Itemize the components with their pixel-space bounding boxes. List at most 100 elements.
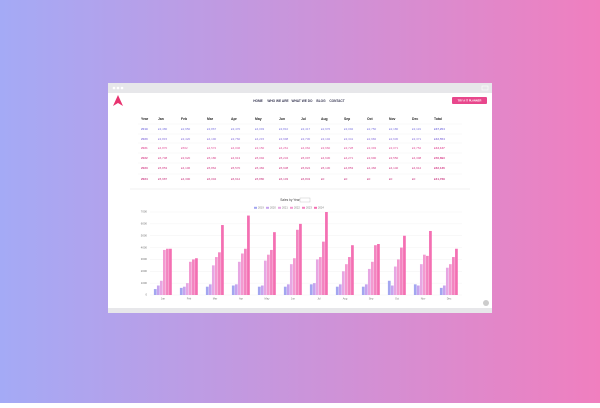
bar xyxy=(192,259,195,295)
table-cell: £3,371 xyxy=(412,137,422,141)
window-dot xyxy=(112,86,116,90)
table-header: Total xyxy=(434,117,442,121)
legend-swatch[interactable] xyxy=(254,206,257,209)
table-cell: £5,234 xyxy=(279,156,289,160)
bottom-bar xyxy=(108,308,492,313)
table-cell: £3,990 xyxy=(367,156,377,160)
table-header: May xyxy=(255,117,262,121)
bar xyxy=(263,260,267,295)
legend-swatch[interactable] xyxy=(314,206,317,209)
bar xyxy=(156,285,160,295)
year-select[interactable] xyxy=(299,197,311,203)
cta-button[interactable] xyxy=(452,97,487,104)
legend-swatch[interactable] xyxy=(266,206,269,209)
table-cell: £2,630 xyxy=(389,137,399,141)
bar xyxy=(169,248,172,295)
bar xyxy=(267,254,270,295)
x-tick-label: Jan xyxy=(161,297,166,301)
table-cell: £6,103 xyxy=(279,177,289,181)
table-cell: £0 xyxy=(412,177,416,181)
logo[interactable] xyxy=(113,95,123,106)
bar xyxy=(374,245,377,295)
table-cell: £4,300 xyxy=(181,177,191,181)
table-cell: £4,466 xyxy=(367,166,377,170)
y-tick-label: 7000 xyxy=(141,210,148,214)
bar xyxy=(335,286,339,295)
bar xyxy=(416,285,420,295)
table-header: Jun xyxy=(279,117,285,121)
table-header: Oct xyxy=(367,117,374,121)
x-tick-label: Jun xyxy=(291,297,296,301)
row-year: 2024 xyxy=(141,177,148,181)
table-header: Aug xyxy=(321,117,328,121)
x-tick-label: Mar xyxy=(213,297,218,301)
bar xyxy=(244,248,247,295)
table-cell: £3,092 xyxy=(344,127,354,131)
menu-icon[interactable] xyxy=(481,85,489,91)
table-cell: £42,554 xyxy=(434,137,445,141)
table-cell: £3,550 xyxy=(389,156,399,160)
table-cell: £62,136 xyxy=(434,166,445,170)
table-cell: £4,140 xyxy=(389,166,399,170)
legend-label[interactable]: 2024 xyxy=(318,206,324,210)
table-cell: £5,938 xyxy=(279,166,289,170)
bar xyxy=(231,285,235,295)
row-year: 2023 xyxy=(141,166,148,170)
table-cell: £3,752 xyxy=(412,146,422,150)
nav-link[interactable]: HOME xyxy=(253,99,263,103)
bar xyxy=(241,253,244,295)
y-tick-label: 5000 xyxy=(141,233,148,237)
bar xyxy=(299,223,302,295)
bar xyxy=(397,259,400,295)
bar xyxy=(159,280,163,295)
y-tick-label: 4000 xyxy=(141,245,148,249)
legend-label[interactable]: 2020 xyxy=(270,206,276,210)
table-cell: £2,950 xyxy=(181,127,191,131)
table-cell: £3,998 xyxy=(279,137,289,141)
bar xyxy=(455,248,458,295)
bar xyxy=(257,286,261,295)
bar xyxy=(234,284,238,295)
row-year: 2020 xyxy=(141,137,148,141)
cta-label[interactable]: TRY A IT PLANNER xyxy=(458,98,482,102)
table-header: Jul xyxy=(301,117,306,121)
table-cell: £37,204 xyxy=(434,127,445,131)
x-tick-label: Aug xyxy=(343,297,348,301)
bar xyxy=(218,252,221,295)
x-tick-label: Feb xyxy=(187,297,192,301)
table-cell: £5,880 xyxy=(255,177,265,181)
bar xyxy=(322,241,325,295)
table-cell: £3,760 xyxy=(231,137,241,141)
bar xyxy=(361,286,365,295)
bar xyxy=(215,257,218,295)
table-cell: £4,261 xyxy=(279,146,289,150)
table-cell: £5,482 xyxy=(255,166,265,170)
legend-label[interactable]: 2019 xyxy=(258,206,264,210)
scroll-button[interactable] xyxy=(483,300,489,306)
legend-label[interactable]: 2021 xyxy=(282,206,288,210)
legend-swatch[interactable] xyxy=(290,206,293,209)
bar xyxy=(247,215,250,295)
y-tick-label: 3000 xyxy=(141,257,148,261)
x-tick-label: Apr xyxy=(239,297,243,301)
table-cell: £5,862 xyxy=(207,166,217,170)
nav-link[interactable]: BLOG xyxy=(316,99,326,103)
nav-link[interactable]: CONTACT xyxy=(329,99,344,103)
bar xyxy=(189,261,192,295)
legend-label[interactable]: 2022 xyxy=(294,206,300,210)
bar xyxy=(445,267,449,295)
bar xyxy=(426,255,429,295)
bar xyxy=(286,284,290,295)
table-cell: £5,130 xyxy=(321,166,331,170)
nav-link[interactable]: WHO WE ARE xyxy=(267,99,288,103)
table-header: Year xyxy=(141,117,149,121)
legend-label[interactable]: 2023 xyxy=(306,206,312,210)
legend-swatch[interactable] xyxy=(278,206,281,209)
nav-link[interactable]: WHAT WE DO xyxy=(291,99,313,103)
bar xyxy=(364,284,368,295)
legend-swatch[interactable] xyxy=(302,206,305,209)
table-cell: £2,976 xyxy=(321,127,331,131)
bar xyxy=(221,225,224,295)
table-cell: £5,987 xyxy=(158,177,168,181)
bar xyxy=(423,254,426,295)
